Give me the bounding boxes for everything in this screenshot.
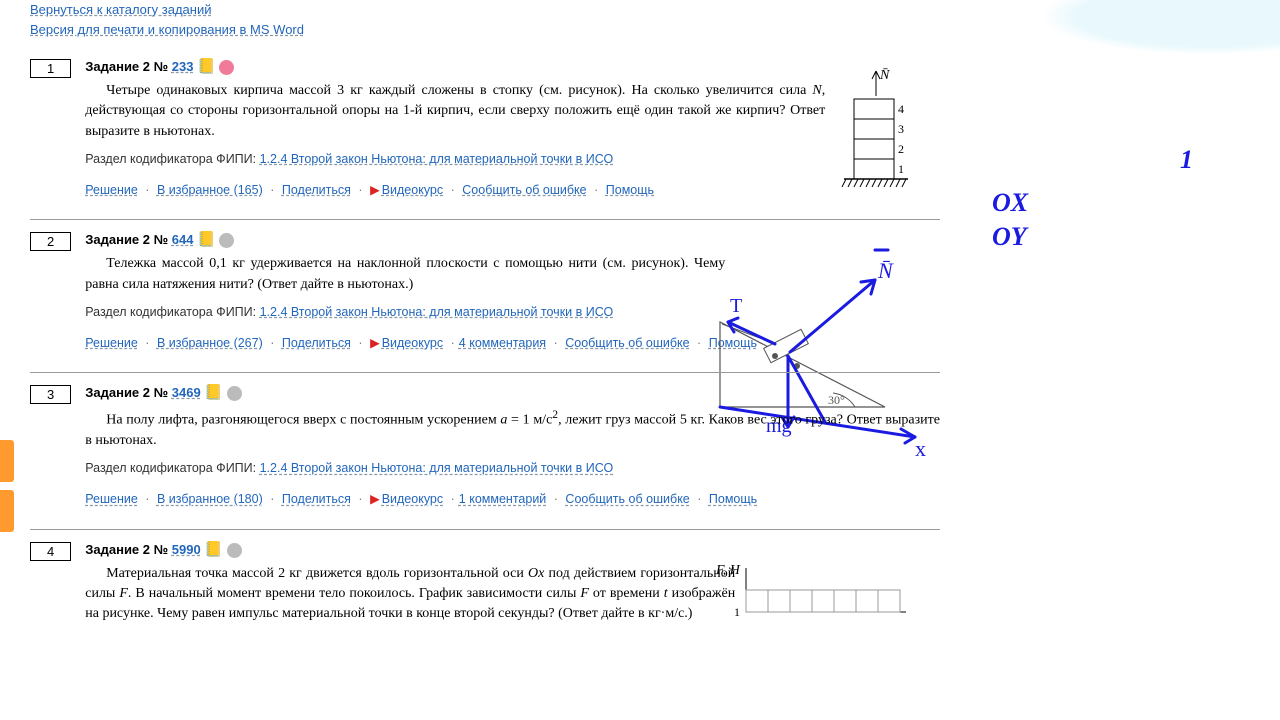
note-icon[interactable]: 📒 — [197, 231, 216, 248]
actions-row: Решение · В избранное (165) · Поделиться… — [85, 180, 940, 201]
task-id-link[interactable]: 5990 — [172, 542, 201, 557]
solution-link[interactable]: Решение — [85, 492, 138, 506]
video-link[interactable]: Видеокурс — [382, 492, 443, 506]
note-icon[interactable]: 📒 — [197, 58, 216, 75]
task-number-box: 2 — [30, 232, 71, 251]
svg-text:1: 1 — [734, 605, 740, 619]
codifier-row: Раздел кодификатора ФИПИ: 1.2.4 Второй з… — [85, 152, 940, 166]
task-block: N̄ 4 3 2 1 1 Задание 2 № 233 📒 Четыре од… — [30, 47, 940, 219]
task-id-link[interactable]: 644 — [172, 232, 194, 247]
task-text: Материальная точка массой 2 кг движется … — [85, 564, 735, 625]
handwriting-ox: OX — [992, 188, 1028, 218]
svg-text:1: 1 — [898, 162, 904, 176]
codifier-link[interactable]: 1.2.4 Второй закон Ньютона: для материал… — [260, 152, 614, 166]
handwriting-oy: OY — [992, 222, 1027, 252]
codifier-link[interactable]: 1.2.4 Второй закон Ньютона: для материал… — [260, 305, 614, 319]
help-link[interactable]: Помощь — [709, 492, 757, 506]
task-number-box: 1 — [30, 59, 71, 78]
status-dot — [219, 60, 234, 75]
task-text: Тележка массой 0,1 кг удерживается на на… — [85, 254, 725, 295]
note-icon[interactable]: 📒 — [204, 384, 223, 401]
svg-text:3: 3 — [898, 122, 904, 136]
favorite-link[interactable]: В избранное (267) — [157, 336, 263, 350]
favorite-link[interactable]: В избранное (180) — [157, 492, 263, 506]
side-tabs — [0, 440, 14, 540]
task-header: Задание 2 № 5990 📒 — [85, 540, 940, 558]
help-link[interactable]: Помощь — [606, 183, 654, 197]
link-back-to-catalog[interactable]: Вернуться к каталогу заданий — [30, 2, 211, 17]
decorative-cloud — [1040, 0, 1280, 55]
task-text: На полу лифта, разгоняющегося вверх с по… — [85, 407, 940, 451]
play-icon: ▶ — [370, 183, 380, 197]
solution-link[interactable]: Решение — [85, 336, 138, 350]
svg-text:4: 4 — [898, 102, 904, 116]
video-link[interactable]: Видеокурс — [382, 183, 443, 197]
status-dot — [227, 386, 242, 401]
task-id-link[interactable]: 233 — [172, 59, 194, 74]
favorite-link[interactable]: В избранное (165) — [157, 183, 263, 197]
play-icon: ▶ — [370, 492, 380, 506]
task-number-box: 3 — [30, 385, 71, 404]
comments-link[interactable]: 1 комментарий — [459, 492, 546, 506]
task-header: Задание 2 № 233 📒 — [85, 57, 940, 75]
svg-text:T: T — [730, 295, 742, 317]
share-link[interactable]: Поделиться — [282, 492, 351, 506]
side-tab[interactable] — [0, 440, 14, 482]
actions-row: Решение · В избранное (180) · Поделиться… — [85, 489, 940, 510]
status-dot — [227, 543, 242, 558]
play-icon: ▶ — [370, 336, 380, 350]
report-link[interactable]: Сообщить об ошибке — [462, 183, 586, 197]
report-link[interactable]: Сообщить об ошибке — [565, 492, 689, 506]
task-block: 30° N̄ T mg x 2 Задание 2 № 644 📒 — [30, 219, 940, 372]
share-link[interactable]: Поделиться — [282, 183, 351, 197]
handwriting-1: 1 — [1180, 145, 1193, 175]
codifier-row: Раздел кодификатора ФИПИ: 1.2.4 Второй з… — [85, 461, 940, 475]
note-icon[interactable]: 📒 — [204, 541, 223, 558]
task-block: F, Н 1 4 Задание 2 № 5990 📒 Материальная… — [30, 529, 940, 653]
svg-text:2: 2 — [898, 142, 904, 156]
task-block: 3 Задание 2 № 3469 📒 На полу лифта, разг… — [30, 372, 940, 529]
video-link[interactable]: Видеокурс — [382, 336, 443, 350]
report-link[interactable]: Сообщить об ошибке — [565, 336, 689, 350]
task-header: Задание 2 № 3469 📒 — [85, 383, 940, 401]
svg-text:N̄: N̄ — [877, 258, 894, 283]
codifier-link[interactable]: 1.2.4 Второй закон Ньютона: для материал… — [260, 461, 614, 475]
task-number-box: 4 — [30, 542, 71, 561]
svg-text:F, Н: F, Н — [716, 563, 741, 578]
task-id-link[interactable]: 3469 — [172, 385, 201, 400]
figure-graph: F, Н 1 — [716, 560, 916, 620]
solution-link[interactable]: Решение — [85, 183, 138, 197]
comments-link[interactable]: 4 комментария — [459, 336, 546, 350]
task-text: Четыре одинаковых кирпича массой 3 кг ка… — [85, 81, 825, 142]
figure-brick-stack: N̄ 4 3 2 1 — [836, 61, 916, 196]
status-dot — [219, 233, 234, 248]
side-tab[interactable] — [0, 490, 14, 532]
share-link[interactable]: Поделиться — [282, 336, 351, 350]
svg-text:N̄: N̄ — [879, 68, 890, 83]
link-print-version[interactable]: Версия для печати и копирования в MS Wor… — [30, 22, 304, 37]
